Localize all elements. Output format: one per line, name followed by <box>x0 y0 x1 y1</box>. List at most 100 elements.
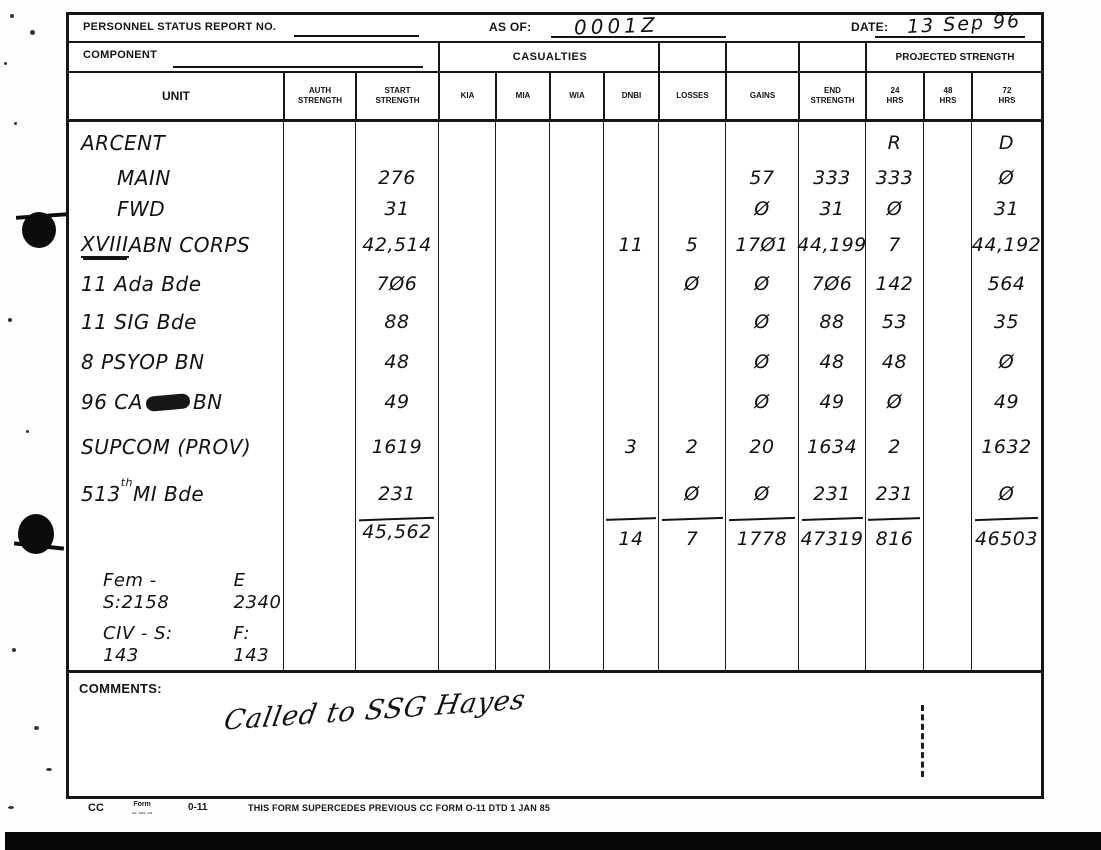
cell-dnbi-r12 <box>603 563 658 620</box>
cell-dnbi-r13 <box>603 620 658 670</box>
scribble-redaction <box>145 392 191 412</box>
cell-gains-r10: Ø <box>725 472 798 515</box>
scan-black-bar <box>5 832 1101 850</box>
as-of-label: AS OF: <box>489 20 532 34</box>
cell-auth-r3 <box>283 193 355 224</box>
component-blank-line <box>173 65 423 68</box>
cell-gains-r13 <box>725 620 798 670</box>
footer-form-stack: Form -- --- -- <box>132 800 152 818</box>
cell-start-r7: 48 <box>355 342 438 382</box>
scan-speck <box>30 30 35 35</box>
cell-start-r4: 42,514 <box>355 224 438 266</box>
cell-auth-r12 <box>283 563 355 620</box>
column-header-mia: MIA <box>495 73 549 119</box>
form-title-band: PERSONNEL STATUS REPORT NO. AS OF: 0001Z… <box>69 10 1041 43</box>
cell-auth-r5 <box>283 266 355 301</box>
cell-h72-r10: Ø <box>971 472 1041 515</box>
date-blank-line <box>875 35 1025 38</box>
cell-kia-r13 <box>438 620 495 670</box>
comments-label: COMMENTS: <box>79 681 162 696</box>
empty-header-box <box>658 43 727 71</box>
cell-start-r12 <box>355 563 438 620</box>
unit-text: E 2340 <box>233 569 282 613</box>
unit-text: MI Bde <box>132 481 205 506</box>
cell-h24-r4: 7 <box>865 224 923 266</box>
cell-mia-r6 <box>495 301 549 342</box>
cell-h72-r9: 1632 <box>971 422 1041 472</box>
cell-h48-r5 <box>923 266 971 301</box>
cell-losses-r9: 2 <box>658 422 725 472</box>
scan-speck <box>4 62 7 65</box>
cell-dnbi-r10 <box>603 472 658 515</box>
cell-auth-r7 <box>283 342 355 382</box>
cell-h24-r1: R <box>865 122 923 163</box>
cell-dnbi-r3 <box>603 193 658 224</box>
cell-losses-r3 <box>658 193 725 224</box>
scan-speck <box>8 806 14 809</box>
cell-kia-r9 <box>438 422 495 472</box>
cell-gains-r7: Ø <box>725 342 798 382</box>
cell-h48-r13 <box>923 620 971 670</box>
cell-wia-r1 <box>549 122 603 163</box>
cell-kia-r3 <box>438 193 495 224</box>
cell-h48-r4 <box>923 224 971 266</box>
cell-h48-r11 <box>923 515 971 563</box>
cell-mia-r8 <box>495 382 549 422</box>
cell-h48-r9 <box>923 422 971 472</box>
empty-header-box <box>798 43 867 71</box>
column-header-kia: KIA <box>438 73 495 119</box>
cell-gains-r11: 1778 <box>725 515 798 563</box>
scan-speck <box>14 122 17 125</box>
section-band: COMPONENT CASUALTIES PROJECTED STRENGTH <box>69 43 1041 73</box>
cell-dnbi-r9: 3 <box>603 422 658 472</box>
cell-dnbi-r5 <box>603 266 658 301</box>
cell-h48-r7 <box>923 342 971 382</box>
cell-h72-r11: 46503 <box>971 515 1041 563</box>
cell-unit-r8: 96 CA BN <box>69 382 283 422</box>
footer-form-dashes: -- --- -- <box>132 810 153 818</box>
column-header-wia: WIA <box>549 73 603 119</box>
cell-mia-r4 <box>495 224 549 266</box>
cell-mia-r9 <box>495 422 549 472</box>
cell-start-r11: 45,562 <box>355 515 438 563</box>
column-header-dnbi: DNBI <box>603 73 658 119</box>
scan-speck <box>34 726 39 730</box>
cell-h48-r3 <box>923 193 971 224</box>
cell-mia-r7 <box>495 342 549 382</box>
cell-end-r4: 44,199 <box>797 224 866 266</box>
column-header-row: UNIT AUTH STRENGTH START STRENGTH KIA MIA WIA DN… <box>69 73 1041 122</box>
footer-supersede-text: THIS FORM SUPERCEDES PREVIOUS CC FORM O-… <box>248 803 551 813</box>
column-header-unit: UNIT <box>162 88 190 103</box>
unit-text: XVIII <box>81 232 129 258</box>
column-header-gains: GAINS <box>725 73 798 119</box>
unit-text: FWD <box>117 196 166 221</box>
cell-start-r6: 88 <box>355 301 438 342</box>
dashed-mark <box>921 705 924 777</box>
projected-strength-span-header: PROJECTED STRENGTH <box>865 43 1043 71</box>
cell-kia-r6 <box>438 301 495 342</box>
unit-text: th <box>120 476 133 489</box>
column-header-end-strength: END STRENGTH <box>798 73 865 119</box>
cell-losses-r4: 5 <box>658 224 725 266</box>
cell-kia-r7 <box>438 342 495 382</box>
date-label: DATE: <box>851 20 889 34</box>
cell-losses-r12 <box>658 563 725 620</box>
unit-text: BN <box>192 390 223 414</box>
cell-auth-r6 <box>283 301 355 342</box>
cell-gains-r4: 17Ø1 <box>725 224 798 266</box>
cell-auth-r1 <box>283 122 355 163</box>
cell-mia-r1 <box>495 122 549 163</box>
cell-h72-r4: 44,192 <box>971 224 1041 266</box>
cell-losses-r1 <box>658 122 725 163</box>
cell-end-r6: 88 <box>798 301 865 342</box>
cell-gains-r1 <box>725 122 798 163</box>
unit-text: 11 Ada Bde <box>81 271 202 296</box>
hole-punch <box>22 212 56 248</box>
cell-gains-r12 <box>725 563 798 620</box>
column-header-48-hrs: 48 HRS <box>923 73 971 119</box>
column-header-24-hrs: 24 HRS <box>865 73 923 119</box>
cell-h24-r10: 231 <box>865 472 923 515</box>
unit-text: 8 PSYOP BN <box>81 350 205 374</box>
comments-section: COMMENTS: Called to SSG Hayes <box>69 670 1041 796</box>
